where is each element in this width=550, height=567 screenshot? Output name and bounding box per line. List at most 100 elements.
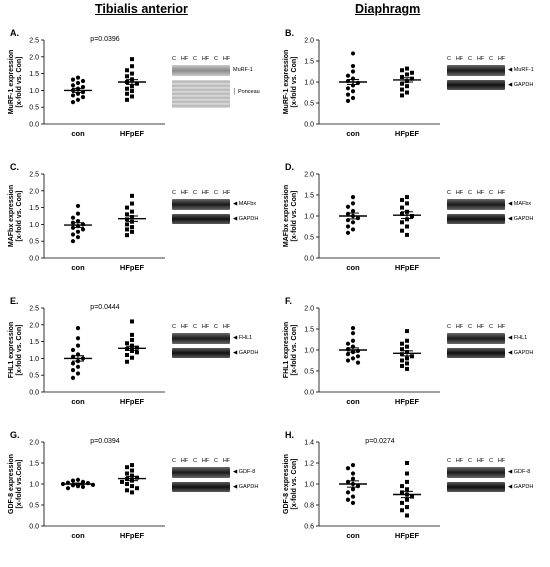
band-label-loading: ◀ GAPDH (508, 216, 533, 222)
arrow-icon: ◀ (233, 350, 239, 356)
data-point (130, 463, 134, 468)
arrow-icon: ◀ (508, 67, 514, 73)
arrow-icon: ◀ (233, 216, 239, 222)
band-target (447, 333, 505, 344)
band-label-loading: │ Ponceau (233, 89, 260, 95)
western-blot: C HF C HF C HF ◀ MuRF-1 ◀ GAPDH (447, 56, 547, 126)
data-point (400, 352, 404, 357)
band-label-target: ◀ MAFbx (508, 201, 531, 207)
data-point (350, 63, 356, 69)
lane-label: C (172, 458, 176, 464)
y-tick-label: 1.0 (304, 348, 314, 355)
data-point (410, 214, 414, 218)
arrow-icon: ◀ (233, 335, 239, 341)
arrow-icon: ◀ (508, 469, 514, 475)
panel-label: E. (10, 296, 19, 306)
data-point (70, 232, 76, 237)
x-category-label: HFpEF (395, 397, 420, 406)
lane-label: HF (180, 56, 188, 62)
lane-labels: C HF C HF C HF (172, 56, 230, 62)
lane-label: C (213, 324, 218, 330)
lane-label: HF (201, 56, 209, 62)
y-tick-label: 1.5 (304, 59, 314, 66)
data-point (130, 349, 134, 354)
data-point (400, 211, 404, 216)
lane-label: HF (455, 458, 463, 464)
data-point (345, 497, 351, 502)
scatter-plot: GDF-8 expression [x-fold vs. Con] 0.6 0.8 1.… (283, 438, 440, 540)
data-point (405, 356, 409, 361)
data-point (400, 363, 404, 368)
lane-labels: C HF C HF C HF (447, 56, 505, 62)
band-target (447, 467, 505, 478)
panel-label: H. (285, 430, 294, 440)
western-blot: C HF C HF C HF ◀ FHL1 ◀ GAPDH (172, 324, 272, 394)
data-point (345, 358, 351, 363)
data-point (75, 343, 81, 348)
data-point (135, 486, 139, 491)
band-gapdh (447, 214, 505, 224)
data-point (405, 361, 409, 366)
band-label-loading: ◀ GAPDH (233, 216, 258, 222)
panel-g: G. GDF-8 expression [x-fold vs.Con] 0.0 0.5 1… (0, 430, 275, 563)
data-point (75, 235, 81, 240)
data-point (405, 344, 409, 349)
western-blot: C HF C HF C HF MuRF-1 │ Ponceau (172, 56, 272, 126)
data-point (400, 81, 404, 86)
panel-c: C. MAFbx expression [x-fold vs. Con] 0.0 0.5… (0, 162, 275, 295)
title-tibialis: Tibialis anterior (95, 2, 188, 16)
data-point (70, 77, 76, 82)
data-point (350, 220, 356, 225)
data-point (130, 343, 134, 348)
band-gapdh (172, 482, 230, 492)
data-point (350, 338, 356, 343)
data-point (350, 195, 356, 200)
band-target (172, 199, 230, 210)
data-point (130, 57, 134, 62)
y-tick-label: 0.5 (29, 373, 39, 380)
band-label-text: FHL1 (238, 335, 253, 341)
data-point (75, 218, 81, 224)
band-label-loading: ◀ GAPDH (508, 484, 533, 490)
data-point (80, 484, 86, 490)
data-point (80, 227, 86, 232)
y-tick-label: 0.5 (304, 235, 314, 242)
lane-label: C (213, 56, 218, 62)
lane-label: HF (222, 324, 230, 330)
data-point (80, 78, 86, 84)
data-point (75, 371, 81, 376)
y-tick-label: 1.5 (29, 461, 39, 468)
data-point (410, 494, 414, 499)
band-target (447, 65, 505, 76)
y-tick-label: 0.5 (29, 105, 39, 112)
data-point (75, 75, 81, 80)
data-point (125, 74, 129, 79)
band-gapdh (172, 214, 230, 224)
x-category-label: HFpEF (120, 129, 145, 138)
data-point (75, 336, 81, 341)
data-point (405, 338, 409, 343)
lane-label: C (192, 458, 197, 464)
data-point (125, 86, 129, 91)
data-point (130, 319, 134, 324)
data-point (345, 466, 351, 471)
band-label-loading: ◀ GAPDH (508, 82, 533, 88)
data-point (350, 471, 356, 476)
panel-h: H. GDF-8 expression [x-fold vs. Con] 0.6 0.8… (275, 430, 550, 563)
lane-label: HF (476, 324, 484, 330)
data-point (345, 204, 351, 209)
y-axis-label: MAFbx expression (283, 185, 290, 247)
y-axis-label: MuRF-1 expression (283, 50, 290, 115)
y-tick-label: 1.0 (304, 80, 314, 87)
lane-labels: C HF C HF C HF (172, 190, 230, 196)
p-value: p=0.0444 (90, 304, 119, 311)
panel-e: E. FHL1 expression [x-fold vs. Con] 0.0 0.5 1… (0, 296, 275, 429)
y-tick-label: 2.0 (29, 322, 39, 329)
data-point (65, 486, 71, 491)
data-point (125, 233, 129, 238)
data-point (405, 479, 409, 484)
y-tick-label: 2.0 (304, 306, 314, 313)
data-point (345, 230, 351, 235)
data-point (125, 91, 129, 96)
data-point (400, 228, 404, 233)
